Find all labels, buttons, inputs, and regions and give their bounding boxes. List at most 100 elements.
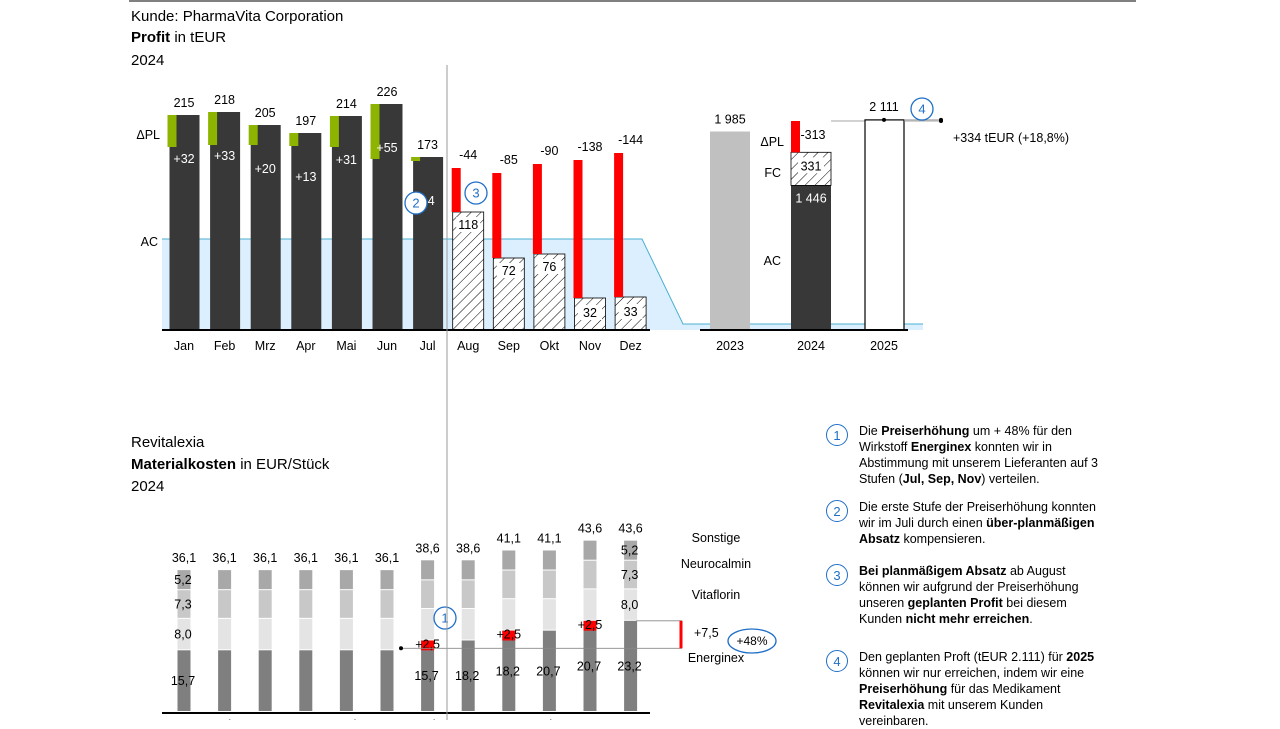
seg-Vitaflorin-Mai bbox=[339, 618, 353, 650]
seg-label-Vitaflorin-Dez: 8,0 bbox=[621, 598, 638, 612]
seg-Energinex-Dez bbox=[624, 620, 638, 711]
total-label-Mrz: 205 bbox=[255, 106, 276, 120]
ac-bar-Jan bbox=[169, 115, 200, 330]
material-Nov: +2,5 43,6 20,7 bbox=[577, 522, 603, 711]
seg-Energinex-Jul bbox=[421, 640, 435, 711]
note-1-part-4: konnten wir in Abstimmung mit unserem Li… bbox=[859, 440, 1099, 486]
month-Apr: 197 +13 Apr bbox=[289, 114, 322, 353]
ac-bar-Apr bbox=[291, 133, 322, 330]
percent-badge bbox=[727, 628, 777, 654]
total-label-Jul: 173 bbox=[417, 138, 438, 152]
marker-2-circle bbox=[404, 191, 428, 215]
value-label-2025: 2 111 bbox=[869, 100, 898, 114]
seg-Energinex-Sep bbox=[502, 630, 516, 711]
total-increase-label: +7,5 bbox=[694, 626, 719, 640]
seg-label-Energinex-Jul: 15,7 bbox=[414, 669, 438, 683]
seg-Energinex-Jun bbox=[380, 650, 394, 711]
step-label-Jul: +2,5 bbox=[415, 637, 440, 651]
header2-measure-line: Materialkosten in EUR/Stück bbox=[131, 456, 329, 473]
delta-pos-Mai bbox=[329, 116, 339, 147]
fc-label-Sep: 72 bbox=[502, 264, 516, 278]
note-2-part-1: über-planmäßigen Absatz bbox=[859, 516, 1095, 546]
total-label-Mai: 36,1 bbox=[334, 551, 358, 565]
x-label-Mrz: Mrz bbox=[255, 339, 276, 353]
seg-Energinex-Jan bbox=[177, 650, 191, 711]
material-Sep: +2,5 41,1 18,2 bbox=[496, 531, 521, 711]
header-year: 2024 bbox=[131, 52, 165, 69]
material-Feb: 36,1 bbox=[212, 551, 237, 711]
seg-label-Energinex-Sep: 18,2 bbox=[496, 664, 520, 678]
marker-3-label: 3 bbox=[472, 186, 479, 201]
note-3-part-4: nicht mehr erreichen bbox=[905, 612, 1030, 626]
note-4-part-0: Den geplanten Proft (tEUR 2.111) für bbox=[859, 650, 1067, 664]
total-label-Feb: 36,1 bbox=[212, 551, 236, 565]
marker-3: 3 bbox=[464, 181, 488, 205]
month-Jan: 215 +32 Jan bbox=[167, 96, 200, 353]
note-1-part-6: ) verteilen. bbox=[981, 472, 1040, 486]
x-label-material-Apr: Apr bbox=[296, 718, 315, 720]
seg-Energinex-Mrz bbox=[258, 650, 272, 711]
seg-Vitaflorin-Aug bbox=[461, 609, 475, 640]
ac-bar-2024 bbox=[791, 185, 831, 330]
legend-Energinex: Energinex bbox=[688, 651, 745, 665]
seg-Neurocalmin-Sep bbox=[502, 570, 516, 599]
seg-Neurocalmin-Jan bbox=[177, 590, 191, 618]
month-Mai: 214 +31 Mai bbox=[329, 97, 362, 353]
seg-Sonstige-Mai bbox=[339, 570, 353, 590]
seg-Vitaflorin-Dez bbox=[624, 589, 638, 620]
seg-Sonstige-Feb bbox=[218, 570, 232, 590]
seg-Neurocalmin-Mai bbox=[339, 590, 353, 618]
diff-dot-bottom bbox=[939, 119, 943, 123]
note-number-4: 4 bbox=[826, 650, 848, 672]
total-label-Apr: 197 bbox=[295, 114, 316, 128]
seg-Energinex-Apr bbox=[299, 650, 313, 711]
seg-Neurocalmin-Mrz bbox=[258, 590, 272, 618]
delta-pos-Jul bbox=[411, 157, 421, 161]
seg-Sonstige-Sep bbox=[502, 550, 516, 570]
ac-bar-Jul bbox=[413, 157, 444, 330]
delta-label-Dez: -144 bbox=[618, 133, 643, 147]
seg-label-Sonstige-Dez: 5,2 bbox=[621, 544, 638, 558]
marker-3-circle bbox=[464, 181, 488, 205]
seg-Vitaflorin-Jan bbox=[177, 618, 191, 650]
note-1-part-1: Preiserhöhung bbox=[881, 424, 970, 438]
fc-label-bg-Aug bbox=[456, 217, 481, 232]
step-label-Nov: +2,5 bbox=[578, 618, 603, 632]
delta-label-2024: -313 bbox=[800, 128, 825, 142]
seg-label-Energinex-Okt: 20,7 bbox=[536, 664, 560, 678]
x-label-Dez: Dez bbox=[619, 339, 641, 353]
legend-Vitaflorin: Vitaflorin bbox=[692, 588, 740, 602]
x-label-Mai: Mai bbox=[336, 339, 356, 353]
row-label-delta-yearly: ΔPL bbox=[760, 135, 784, 149]
material-Jul: +2,5 38,6 15,7 bbox=[414, 541, 440, 711]
energinex-start-dot bbox=[399, 646, 403, 651]
seg-Energinex-Mai bbox=[339, 650, 353, 711]
seg-Sonstige-Jun bbox=[380, 570, 394, 590]
delta-pos-Feb bbox=[208, 112, 218, 145]
ac-bar-Mrz bbox=[250, 125, 281, 330]
delta-pos-Mrz bbox=[248, 125, 258, 145]
delta-label-Jun: +55 bbox=[376, 141, 397, 155]
x-label-material-Sep: Sep bbox=[498, 718, 520, 720]
seg-Sonstige-Aug bbox=[461, 560, 475, 580]
note-text-3: Bei planmäßigem Absatz ab August können … bbox=[859, 563, 1109, 627]
note-text-2: Die erste Stufe der Preiserhöhung konnte… bbox=[859, 499, 1109, 547]
month-Feb: 218 +33 Feb bbox=[208, 93, 241, 353]
total-label-Dez: 43,6 bbox=[618, 522, 642, 536]
note-number-1: 1 bbox=[826, 424, 848, 446]
note-1-part-0: Die bbox=[859, 424, 882, 438]
x-label-Apr: Apr bbox=[296, 339, 315, 353]
delta-neg-2024 bbox=[791, 121, 800, 153]
x-label-material-Mai: Mai bbox=[336, 718, 356, 720]
fc-label-Okt: 76 bbox=[542, 260, 556, 274]
x-label-material-Jul: Jul bbox=[420, 718, 436, 720]
header-unit: in tEUR bbox=[174, 29, 227, 46]
fc-label-Nov: 32 bbox=[583, 306, 597, 320]
delta-label-Sep: -85 bbox=[500, 153, 518, 167]
seg-Neurocalmin-Jul bbox=[421, 580, 435, 609]
seg-Vitaflorin-Mrz bbox=[258, 618, 272, 650]
header2-year: 2024 bbox=[131, 478, 165, 495]
header2-unit: in EUR/Stück bbox=[240, 456, 330, 473]
note-number-2: 2 bbox=[826, 500, 848, 522]
